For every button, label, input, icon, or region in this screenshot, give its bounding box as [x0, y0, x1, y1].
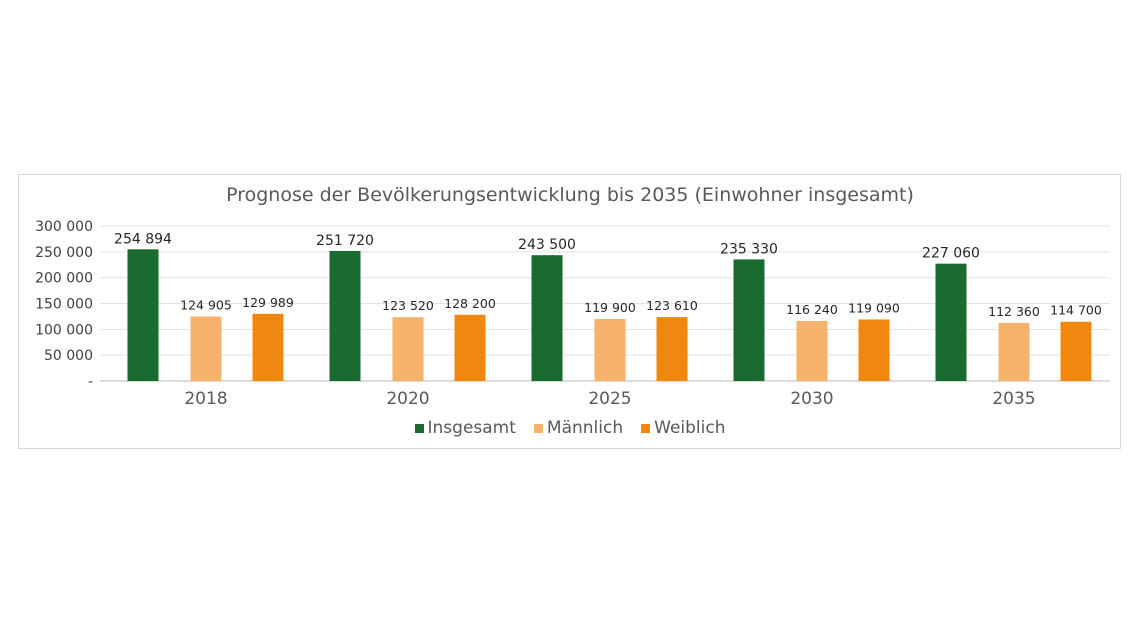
y-tick-label: 100 000 [35, 322, 93, 338]
bar-weiblich [252, 313, 284, 381]
data-label: 123 610 [646, 298, 698, 313]
y-tick-label: 300 000 [35, 219, 93, 235]
bar-männlich [796, 320, 828, 381]
legend-label: Männlich [546, 418, 624, 438]
data-label: 116 240 [786, 302, 838, 317]
data-label: 227 060 [922, 246, 980, 262]
legend-label: Insgesamt [427, 418, 516, 438]
bar-weiblich [454, 314, 486, 381]
data-label: 119 090 [848, 300, 900, 315]
x-tick-label: 2025 [588, 389, 631, 409]
y-tick-label: 200 000 [35, 271, 93, 287]
y-tick-label: 150 000 [35, 297, 93, 313]
data-label: 235 330 [720, 241, 778, 257]
bar-männlich [594, 319, 626, 381]
chart-title: Prognose der Bevölkerungsentwicklung bis… [226, 184, 914, 206]
legend-label: Weiblich [654, 418, 726, 438]
legend-swatch [414, 423, 424, 433]
y-tick-label: 250 000 [35, 245, 93, 261]
x-tick-label: 2030 [790, 389, 833, 409]
legend-item: Weiblich [641, 418, 725, 438]
data-label: 129 989 [242, 295, 294, 310]
data-label: 123 520 [382, 298, 434, 313]
x-tick-label: 2035 [992, 389, 1035, 409]
legend: Insgesamt Männlich Weiblich [0, 418, 1140, 438]
bar-weiblich [1060, 321, 1092, 381]
y-tick-label: 50 000 [44, 348, 93, 364]
data-label: 114 700 [1050, 303, 1102, 318]
legend-item: Männlich [533, 418, 624, 438]
bar-insgesamt [127, 249, 159, 381]
bar-weiblich [656, 317, 688, 381]
data-label: 124 905 [180, 297, 232, 312]
data-label: 254 894 [114, 231, 172, 247]
x-tick-label: 2020 [386, 389, 429, 409]
data-label: 112 360 [988, 304, 1040, 319]
legend-swatch [641, 423, 651, 433]
data-label: 251 720 [316, 233, 374, 249]
bar-männlich [190, 316, 222, 381]
bar-insgesamt [935, 263, 967, 381]
bar-insgesamt [531, 255, 563, 381]
data-label: 243 500 [518, 237, 576, 253]
legend-item: Insgesamt [414, 418, 516, 438]
bar-weiblich [858, 319, 890, 381]
y-tick-label: - [88, 374, 93, 390]
legend-swatch [533, 423, 543, 433]
data-label: 128 200 [444, 296, 496, 311]
bar-männlich [392, 317, 424, 381]
data-label: 119 900 [584, 300, 636, 315]
x-tick-label: 2018 [184, 389, 227, 409]
bar-insgesamt [329, 250, 361, 381]
bar-insgesamt [733, 259, 765, 381]
bar-männlich [998, 322, 1030, 381]
